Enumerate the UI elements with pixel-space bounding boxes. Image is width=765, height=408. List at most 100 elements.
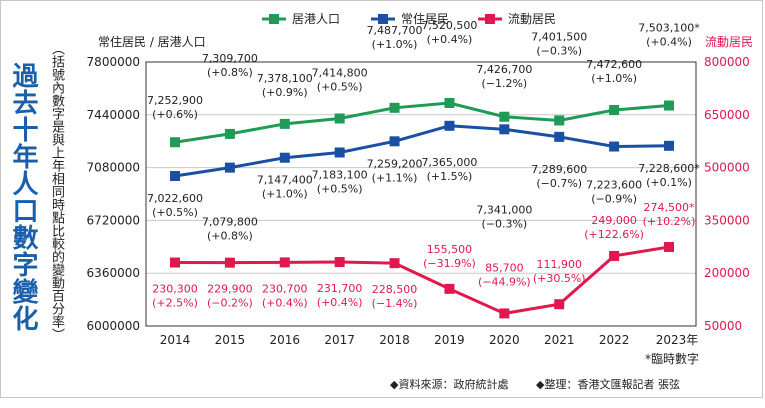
- right-tick-label: 200000: [704, 266, 750, 280]
- data-point: [170, 171, 180, 182]
- right-tick-label: 650000: [704, 108, 750, 122]
- data-point: [444, 97, 455, 108]
- data-label: 155,500: [427, 243, 473, 256]
- data-label: 7,378,100: [257, 72, 313, 85]
- legend-label: 居港人口: [292, 12, 340, 26]
- right-tick-label: 500000: [704, 161, 750, 175]
- x-tick-label: 2022: [599, 333, 630, 347]
- data-point: [499, 124, 510, 135]
- data-label: 7,079,800: [202, 216, 258, 229]
- data-label: 7,341,000: [476, 203, 532, 216]
- data-label: 7,259,200: [367, 157, 423, 170]
- change-label: (+0.8%): [207, 230, 253, 243]
- legend-label: 流動居民: [508, 12, 556, 26]
- x-tick-label: 2023年: [656, 333, 699, 347]
- data-point: [664, 140, 674, 151]
- data-point: [444, 120, 455, 131]
- data-point: [170, 257, 180, 268]
- x-tick-label: 2015: [215, 333, 246, 347]
- data-point: [609, 105, 620, 116]
- data-point: [170, 137, 180, 148]
- footer-credit: ◆整理：香港文匯報記者 張弦: [536, 377, 680, 391]
- data-point: [609, 141, 620, 152]
- left-tick-label: 6000000: [87, 319, 140, 333]
- data-label: 7,252,900: [147, 94, 203, 107]
- data-point: [609, 250, 620, 261]
- change-label: (−1.4%): [372, 297, 418, 310]
- data-label: 249,000: [591, 214, 637, 227]
- x-tick-label: 2016: [270, 333, 301, 347]
- data-label: 7,472,600: [586, 58, 642, 71]
- x-tick-label: 2021: [544, 333, 575, 347]
- data-label: 229,900: [207, 283, 253, 296]
- left-axis-label: 常住居民 / 居港人口: [98, 35, 206, 49]
- data-label: 228,500: [372, 283, 418, 296]
- legend-marker: [485, 14, 495, 24]
- change-label: (+122.6%): [584, 228, 644, 241]
- change-label: (+1.0%): [591, 72, 637, 85]
- left-tick-label: 7440000: [87, 108, 140, 122]
- change-label: (−0.9%): [591, 193, 637, 206]
- change-label: (+0.9%): [262, 86, 308, 99]
- data-label: 7,520,500: [421, 19, 477, 32]
- plot-border: [145, 61, 697, 327]
- change-label: (−44.9%): [478, 275, 531, 288]
- change-label: (−31.9%): [423, 257, 476, 270]
- data-label: 230,700: [262, 282, 308, 295]
- data-label: 7,022,600: [147, 192, 203, 205]
- data-label: 7,487,700: [367, 24, 423, 37]
- change-label: (+1.0%): [262, 188, 308, 201]
- x-tick-label: 2020: [489, 333, 520, 347]
- x-tick-label: 2017: [324, 333, 355, 347]
- left-tick-label: 7080000: [87, 161, 140, 175]
- data-label: 7,503,100*: [638, 22, 700, 35]
- x-tick-label: 2019: [434, 333, 465, 347]
- data-point: [389, 102, 400, 113]
- change-label: (−0.3%): [481, 217, 527, 230]
- data-point: [389, 258, 400, 269]
- change-label: (+1.1%): [372, 171, 418, 184]
- legend-marker: [378, 14, 388, 24]
- data-point: [224, 162, 235, 173]
- data-label: 7,183,100: [312, 168, 368, 181]
- change-label: (+0.1%): [646, 176, 692, 189]
- data-label: 7,309,700: [202, 52, 258, 65]
- data-point: [554, 131, 565, 142]
- data-point: [499, 111, 510, 122]
- data-point: [664, 100, 674, 111]
- left-tick-label: 7800000: [87, 55, 140, 69]
- main-title: 過去十年人口數字變化: [8, 62, 38, 332]
- left-tick-label: 6360000: [87, 266, 140, 280]
- data-label: 7,289,600: [531, 163, 587, 176]
- change-label: (−0.3%): [536, 44, 582, 57]
- change-label: (−1.2%): [481, 77, 527, 90]
- data-point: [279, 257, 290, 268]
- data-label: 274,500*: [644, 201, 695, 214]
- legend-label: 常住居民: [401, 12, 449, 26]
- x-tick-label: 2014: [160, 333, 191, 347]
- data-label: 7,228,600*: [638, 162, 700, 175]
- sub-title: （括號內數字是與上年相同時點比較的變動百分率）: [49, 42, 64, 341]
- provisional-note: *臨時數字: [645, 351, 699, 366]
- data-point: [444, 283, 455, 294]
- change-label: (+2.5%): [152, 297, 198, 310]
- series-line: [174, 245, 670, 315]
- data-label: 7,414,800: [312, 66, 368, 79]
- change-label: (+30.5%): [533, 272, 586, 285]
- data-point: [334, 147, 345, 158]
- data-point: [279, 118, 290, 129]
- change-label: (+0.4%): [262, 296, 308, 309]
- data-label: 7,365,000: [421, 156, 477, 169]
- change-label: (−0.2%): [207, 297, 253, 310]
- change-label: (−0.7%): [536, 177, 582, 190]
- data-point: [224, 128, 235, 139]
- data-point: [389, 136, 400, 147]
- data-point: [554, 299, 565, 310]
- change-label: (+10.2%): [643, 215, 696, 228]
- data-point: [279, 152, 290, 163]
- change-label: (+0.6%): [152, 108, 198, 121]
- right-tick-label: 350000: [704, 213, 750, 227]
- change-label: (+0.5%): [317, 182, 363, 195]
- data-point: [554, 115, 565, 126]
